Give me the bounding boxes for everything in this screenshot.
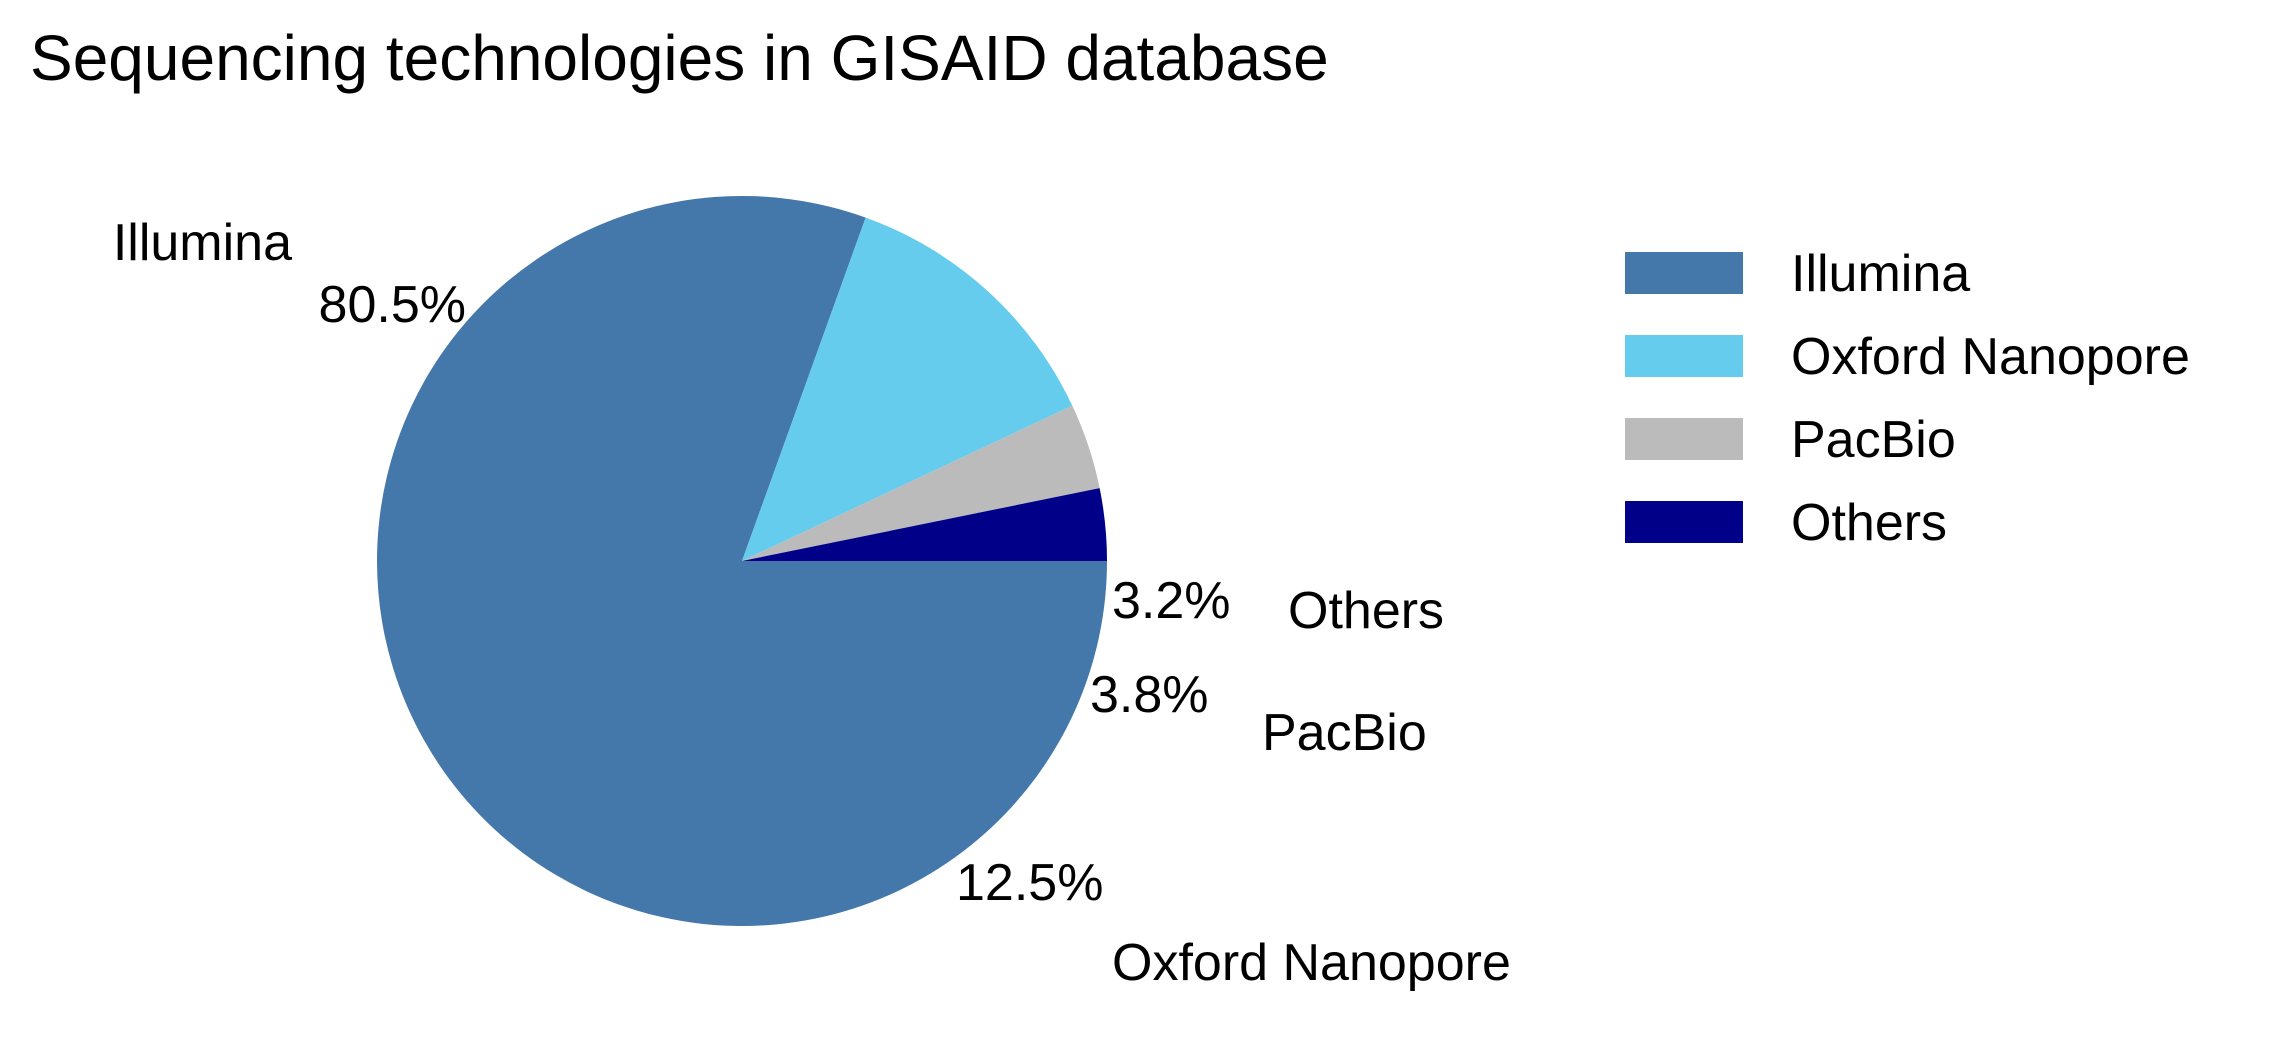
pct-label-pacbio: 3.8% xyxy=(1090,666,1209,724)
slice-label-pacbio: PacBio xyxy=(1262,704,1427,762)
pie-slice-others xyxy=(742,488,1107,561)
chart-title: Sequencing technologies in GISAID databa… xyxy=(30,22,1329,94)
pct-label-oxford-nanopore: 12.5% xyxy=(956,854,1103,912)
legend-swatch-others xyxy=(1625,501,1743,543)
slice-label-illumina: Illumina xyxy=(113,214,292,272)
pie-slice-pacbio xyxy=(742,405,1100,561)
slice-label-others: Others xyxy=(1288,582,1444,640)
legend-label-illumina: Illumina xyxy=(1791,245,1970,303)
pct-label-others: 3.2% xyxy=(1112,572,1231,630)
pie-slice-oxford-nanopore xyxy=(742,217,1073,561)
legend-label-others: Others xyxy=(1791,494,1947,552)
legend-swatch-illumina xyxy=(1625,252,1743,294)
legend-swatch-pacbio xyxy=(1625,418,1743,460)
pct-label-illumina: 80.5% xyxy=(319,276,466,334)
legend-label-pacbio: PacBio xyxy=(1791,411,1956,469)
legend-label-oxford-nanopore: Oxford Nanopore xyxy=(1791,328,2190,386)
legend-swatch-oxford-nanopore xyxy=(1625,335,1743,377)
pie-slices xyxy=(377,196,1107,926)
legend: Illumina Oxford Nanopore PacBio Others xyxy=(1625,245,2190,552)
slice-label-oxford-nanopore: Oxford Nanopore xyxy=(1112,934,1511,992)
